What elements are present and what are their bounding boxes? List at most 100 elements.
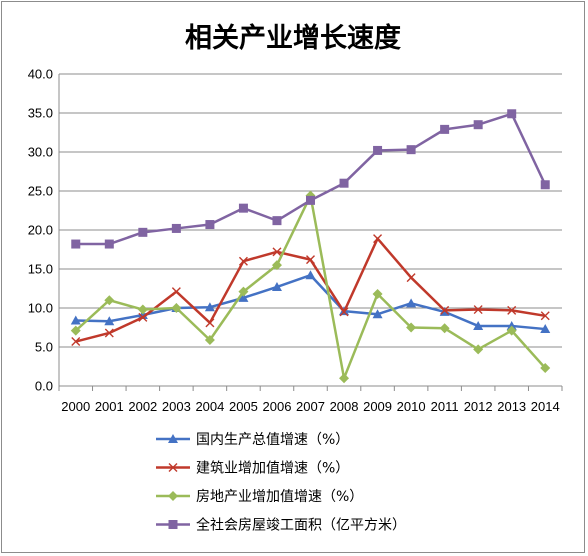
x-axis: 2000 2001 2002 2003 2004 2005 2006 2007 2008 2009… — [58, 385, 563, 414]
legend-entry: 国内生产总值增速（%） — [156, 432, 349, 448]
data-point-marker — [137, 304, 148, 315]
marker-stroke — [138, 312, 148, 322]
x-tick-label: 2000 — [61, 399, 90, 414]
data-point-marker — [70, 325, 81, 336]
x-tick-label: 2003 — [162, 399, 191, 414]
data-point-marker — [168, 434, 178, 443]
data-point-marker — [104, 328, 114, 338]
data-point-marker — [507, 109, 517, 119]
data-point-marker — [372, 309, 383, 319]
legend-entry: 全社会房屋竣工面积（亿平方米） — [156, 517, 406, 534]
data-point-marker — [506, 325, 517, 336]
marker-stroke — [507, 305, 517, 315]
data-point-marker — [540, 311, 550, 321]
marker-stroke — [440, 305, 450, 315]
marker-stroke — [473, 305, 483, 315]
data-point-marker — [406, 298, 417, 308]
marker-stroke — [373, 234, 383, 244]
data-point-marker — [339, 373, 350, 384]
series-line — [75, 112, 547, 246]
data-point-marker — [104, 295, 115, 306]
legend-label: 建筑业增加值增速（%） — [196, 461, 349, 477]
data-point-marker — [138, 227, 148, 237]
y-tick-label: 10.0 — [28, 301, 53, 316]
series-3 — [70, 190, 551, 384]
data-point-marker — [339, 307, 349, 317]
x-tick-label: 2007 — [296, 399, 325, 414]
data-point-marker — [540, 363, 551, 374]
data-point-marker — [339, 178, 349, 188]
data-point-marker — [306, 255, 315, 265]
y-tick-label: 15.0 — [28, 262, 53, 277]
marker-stroke — [168, 463, 178, 472]
data-point-marker — [305, 270, 316, 280]
data-point-marker — [306, 195, 315, 205]
data-point-marker — [272, 216, 282, 226]
marker-stroke — [406, 273, 416, 283]
data-point-marker — [238, 292, 249, 302]
marker-stroke — [540, 311, 550, 321]
data-point-marker — [204, 302, 215, 312]
data-point-marker — [271, 260, 282, 271]
data-point-marker — [168, 520, 178, 529]
data-point-marker — [171, 287, 181, 297]
x-tick-label: 2009 — [363, 399, 392, 414]
y-axis: 0.0 5.0 10.0 15.0 20.0 25.0 30.0 35.0 40.0 — [28, 67, 60, 394]
x-tick-label: 2004 — [195, 399, 224, 414]
marker-stroke — [171, 287, 181, 297]
x-tick-label: 2005 — [229, 399, 258, 414]
x-tick-label: 2012 — [464, 399, 493, 414]
series-4 — [71, 109, 550, 249]
data-point-marker — [406, 145, 416, 155]
legend-label: 全社会房屋竣工面积（亿平方米） — [196, 517, 406, 534]
data-point-marker — [540, 324, 551, 334]
x-tick-label: 2010 — [397, 399, 426, 414]
data-point-marker — [473, 120, 483, 130]
x-tick-label: 2014 — [531, 399, 560, 414]
x-tick-label: 2002 — [128, 399, 157, 414]
marker-stroke — [339, 307, 349, 317]
data-point-marker — [71, 337, 81, 347]
marker-stroke — [205, 318, 215, 328]
data-point-marker — [104, 316, 115, 326]
y-tick-label: 5.0 — [35, 340, 53, 355]
marker-stroke — [71, 337, 81, 347]
data-point-marker — [473, 320, 484, 330]
y-tick-label: 20.0 — [28, 223, 53, 238]
y-tick-label: 0.0 — [35, 379, 53, 394]
legend-label: 房地产业增加值增速（%） — [196, 489, 363, 505]
data-point-marker — [440, 124, 450, 134]
data-point-marker — [205, 220, 215, 230]
data-point-marker — [507, 305, 517, 315]
marker-stroke — [104, 328, 114, 338]
marker-stroke — [306, 255, 315, 265]
x-tick-label: 2008 — [330, 399, 359, 414]
data-point-marker — [272, 247, 282, 257]
data-point-marker — [70, 315, 81, 325]
data-point-marker — [372, 288, 383, 299]
plot-area — [70, 109, 551, 384]
x-tick-label: 2011 — [431, 399, 459, 414]
x-tick-label: 2001 — [95, 399, 124, 414]
series-line — [75, 237, 546, 343]
data-point-marker — [238, 286, 249, 297]
data-point-marker — [406, 273, 416, 283]
data-point-marker — [440, 305, 450, 315]
data-point-marker — [439, 323, 450, 334]
data-point-marker — [138, 312, 148, 322]
data-point-marker — [205, 318, 215, 328]
legend-label: 国内生产总值增速（%） — [196, 432, 349, 448]
x-tick-label: 2013 — [497, 399, 526, 414]
chart-title: 相关产业增长速度 — [185, 22, 401, 54]
y-tick-label: 25.0 — [28, 184, 53, 199]
data-point-marker — [373, 234, 383, 244]
data-point-marker — [204, 334, 215, 345]
data-point-marker — [540, 180, 550, 190]
data-point-marker — [168, 491, 178, 501]
marker-stroke — [272, 247, 282, 257]
y-tick-label: 40.0 — [28, 67, 53, 82]
legend-entry: 房地产业增加值增速（%） — [156, 489, 363, 505]
data-point-marker — [506, 320, 517, 330]
